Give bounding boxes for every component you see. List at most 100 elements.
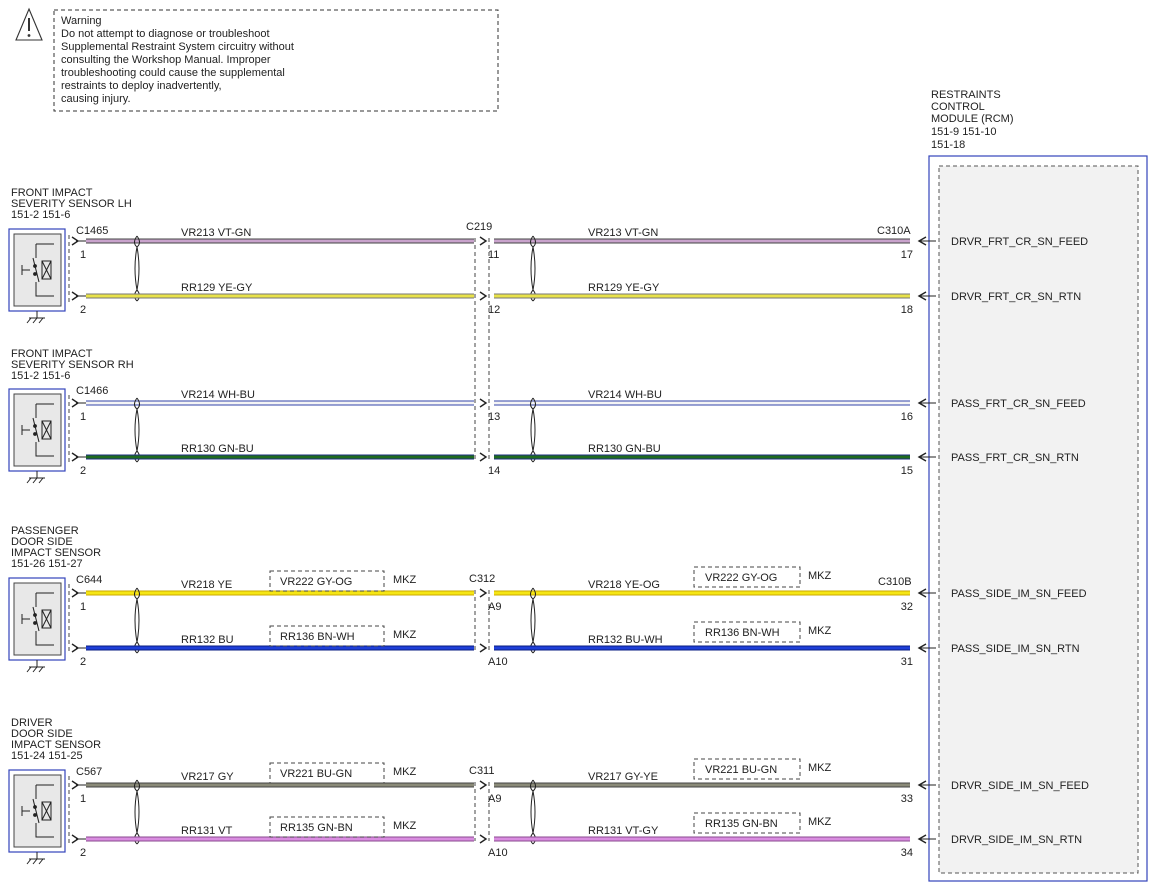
rcm-pin-number: 33 — [901, 793, 913, 805]
inline-pin-number: 13 — [488, 411, 500, 423]
rcm-title-line: MODULE (RCM) — [931, 113, 1014, 125]
impact-switch-icon — [21, 403, 54, 457]
impact-switch-icon — [21, 784, 54, 838]
connector-arrow-icon — [479, 643, 488, 653]
sensor-title-line: PASSENGER — [11, 525, 79, 537]
rcm-title-line: RESTRAINTS — [931, 89, 1001, 101]
sensor-title-line: DOOR SIDE — [11, 536, 73, 548]
warning-line: troubleshooting could cause the suppleme… — [61, 67, 285, 79]
connector-arrow-icon — [479, 236, 488, 246]
sensor-pin-number: 2 — [80, 656, 86, 668]
rcm-body — [938, 165, 1139, 874]
warning-triangle-icon — [15, 7, 43, 41]
sensor-title-line: SEVERITY SENSOR LH — [11, 198, 132, 210]
warning-line: restraints to deploy inadvertently, — [61, 80, 222, 92]
alt-wire-box-right — [693, 621, 801, 643]
sensor-title-line: DOOR SIDE — [11, 728, 73, 740]
sensor-title-line: IMPACT SENSOR — [11, 739, 101, 751]
alt-wire-suffix: MKZ — [808, 816, 832, 828]
connector-arrow-icon — [479, 780, 488, 790]
alt-wire-box-right — [693, 758, 801, 780]
sensor-title-line: FRONT IMPACT — [11, 348, 93, 360]
rcm-connector-b: C310B — [878, 576, 912, 588]
wire-label-left: VR214 WH-BU — [181, 389, 255, 401]
rcm-signal-name: PASS_FRT_CR_SN_FEED — [951, 398, 1086, 410]
wire-circuit: 1 VR217 GY A9 VR217 GY-YE 33 DRVR_SIDE_IM_SN_… — [71, 758, 1089, 845]
inline-pin-number: 12 — [488, 304, 500, 316]
rcm-title-line: CONTROL — [931, 101, 985, 113]
connector-arrow-icon — [479, 588, 488, 598]
wire-circuit: 2 RR132 BU A10 RR132 BU-WH 31 PASS_SIDE_IM_SN… — [71, 621, 1080, 668]
connector-arrow-icon — [479, 291, 488, 301]
sensor-title-line: SEVERITY SENSOR RH — [11, 359, 134, 371]
rcm-title-line: 151-18 — [931, 139, 965, 151]
rcm-signal-name: PASS_FRT_CR_SN_RTN — [951, 452, 1079, 464]
alt-wire-suffix: MKZ — [393, 574, 417, 586]
warning-box — [53, 9, 499, 112]
sensor-title-line: 151-2 151-6 — [11, 209, 70, 221]
connector-arrow-icon — [479, 452, 488, 462]
sensor-title-line: IMPACT SENSOR — [11, 547, 101, 559]
twisted-pair-icon — [530, 587, 536, 654]
inline-pin-number: A10 — [488, 847, 508, 859]
alt-wire-label-left: VR222 GY-OG — [280, 576, 352, 588]
alt-wire-box-left — [269, 570, 385, 592]
rcm-signal-name: DRVR_FRT_CR_SN_FEED — [951, 236, 1088, 248]
sensor-title-line: FRONT IMPACT — [11, 187, 93, 199]
ground-icon — [26, 660, 45, 673]
alt-wire-suffix: MKZ — [808, 762, 832, 774]
wire-label-right: RR131 VT-GY — [588, 825, 659, 837]
inline-pin-number: 11 — [488, 249, 499, 261]
wire-label-right: VR217 GY-YE — [588, 771, 658, 783]
wire-label-left: VR213 VT-GN — [181, 227, 251, 239]
wire-circuit: 1 VR218 YE A9 VR218 YE-OG 32 PASS_SIDE_IM_SN_… — [71, 566, 1087, 654]
rcm-title-line: 151-9 151-10 — [931, 126, 996, 138]
rcm-module: RESTRAINTS CONTROL MODULE (RCM) 151-9 15… — [877, 89, 1148, 882]
rcm-connector-a: C310A — [877, 225, 911, 237]
warning-line: consulting the Workshop Manual. Improper — [61, 54, 271, 66]
rcm-pin-number: 31 — [901, 656, 913, 668]
sensor-body — [13, 582, 62, 656]
sensor-pin-number: 1 — [80, 601, 86, 613]
wire-label-left: VR218 YE — [181, 579, 232, 591]
wire-label-right: RR132 BU-WH — [588, 634, 663, 646]
twisted-pair-icon — [530, 397, 536, 463]
alt-wire-box-left — [269, 762, 385, 784]
sensor-connector-label: C567 — [76, 766, 102, 778]
wire-label-right: VR214 WH-BU — [588, 389, 662, 401]
sensor-pin-number: 1 — [80, 793, 86, 805]
rcm-pin-number: 18 — [901, 304, 913, 316]
twisted-pair-icon — [134, 235, 140, 302]
rcm-pin-number: 32 — [901, 601, 913, 613]
sensor-body — [13, 393, 62, 467]
wire-circuit: 2 RR130 GN-BU 14 RR130 GN-BU 15 PASS_FRT_CR_S… — [71, 443, 1079, 477]
ground-icon — [26, 311, 45, 324]
sensor-pin-number: 1 — [80, 249, 86, 261]
sensor-pin-number: 2 — [80, 304, 86, 316]
sensor-pin-number: 2 — [80, 465, 86, 477]
inline-pin-number: A9 — [488, 601, 501, 613]
inline-pin-number: 14 — [488, 465, 500, 477]
inline-connector-c312: C312 — [469, 573, 495, 585]
rcm-signal-name: DRVR_SIDE_IM_SN_FEED — [951, 780, 1089, 792]
warning-panel: Warning Do not attempt to diagnose or tr… — [15, 7, 499, 112]
connector-arrow-icon — [479, 398, 488, 408]
sensor-connector-label: C644 — [76, 574, 102, 586]
wire-label-left: RR131 VT — [181, 825, 233, 837]
alt-wire-label-right: RR135 GN-BN — [705, 818, 778, 830]
alt-wire-suffix: MKZ — [808, 625, 832, 637]
sensor-body — [13, 774, 62, 848]
impact-switch-icon — [21, 592, 54, 646]
alt-wire-box-right — [693, 812, 801, 834]
inline-pin-number: A10 — [488, 656, 508, 668]
rcm-pin-number: 15 — [901, 465, 913, 477]
rcm-signal-name: PASS_SIDE_IM_SN_FEED — [951, 588, 1087, 600]
twisted-pair-icon — [530, 779, 536, 845]
alt-wire-box-left — [269, 816, 385, 838]
sensor-pin-number: 1 — [80, 411, 86, 423]
inline-connector-c219: C219 — [466, 221, 492, 233]
